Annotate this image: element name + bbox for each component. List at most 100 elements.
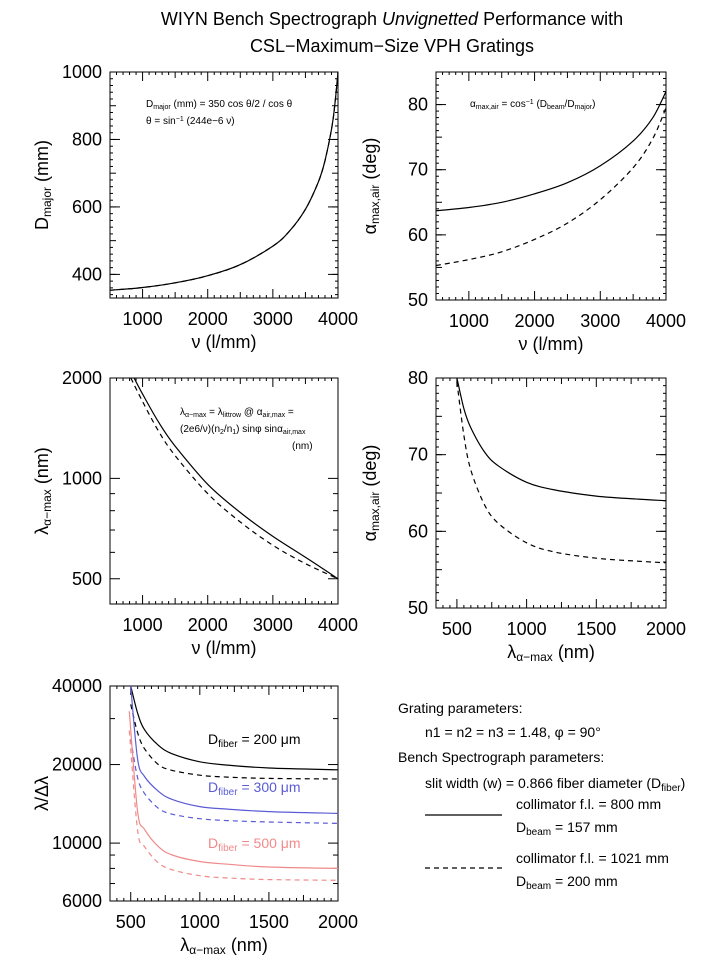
x-tick-label-p1: 4000 <box>318 309 358 329</box>
x-tick-label-p4: 500 <box>442 619 472 639</box>
annotation-p3-1: (2e6/ν)(n2/n1) sinφ sinαair,max <box>180 424 306 436</box>
y-axis-label-p1-part-0: D <box>32 217 52 230</box>
y-axis-label-p1-part-1: major <box>40 187 54 217</box>
y-axis-label-p3: λα−max (nm) <box>32 447 54 535</box>
series-line-p3-0 <box>133 378 338 580</box>
x-axis-label-p4-part-0: λ <box>507 642 516 662</box>
plot-frame-p5 <box>109 685 339 902</box>
series-line-p5-5 <box>128 730 338 881</box>
legend-entry1-part-part-1: beam <box>526 827 551 838</box>
annotation-p3-1-part-0: (2e6/ν)(n <box>180 424 220 435</box>
x-tick-label-p2: 4000 <box>646 311 686 331</box>
x-tick-label-p5: 1000 <box>180 912 220 932</box>
legend-entry2-part-part-2: = 200 mm <box>551 873 618 889</box>
curve-label-p5-0: Dfiber = 200 μm <box>208 731 301 750</box>
curve-label-p5-1-part-2: = 300 μm <box>238 779 301 795</box>
series-line-p2-0 <box>436 91 666 212</box>
legend-entry1-line1: collimator f.l. = 800 mm <box>516 796 661 812</box>
annotation-p1-0-part-0: D <box>146 99 153 110</box>
y-axis-label-p4-part-0: α <box>360 531 380 541</box>
annotation-p3-0-part-1: α−max <box>185 412 207 419</box>
x-tick-label-p2: 2000 <box>515 311 555 331</box>
x-tick-label-p3: 1000 <box>123 615 163 635</box>
y-tick-label-p4: 70 <box>408 445 428 465</box>
y-tick-label-p3: 500 <box>72 569 102 589</box>
annotation-p2-0-part-4: (D <box>534 99 547 110</box>
curve-label-p5-1-part-0: D <box>208 779 218 795</box>
y-tick-label-p2: 50 <box>408 290 428 310</box>
legend-slit-width: slit width (w) = 0.866 fiber diameter (D… <box>425 775 685 794</box>
x-axis-label-p5: λα−max (nm) <box>180 935 268 957</box>
curve-label-p5-2-part-1: fiber <box>218 843 238 854</box>
x-axis-label-p3-part-0: ν (l/mm) <box>192 638 257 658</box>
x-axis-label-p4-part-1: α−max <box>516 650 553 664</box>
series-line-p5-1 <box>130 704 338 780</box>
y-tick-label-p1: 800 <box>72 129 102 149</box>
annotation-p1-1-part-0: θ = sin <box>146 116 176 127</box>
series-group-p2 <box>436 91 666 267</box>
series-line-p4-0 <box>456 378 666 502</box>
x-axis-label-p1: ν (l/mm) <box>192 332 257 352</box>
chart-p1: 1000 2000 3000 4000 400 600 800 1000 ν (l/mm) Dma… <box>32 62 358 352</box>
annotation-p3-1-part-5: air,max <box>283 429 306 436</box>
x-tick-label-p4: 2000 <box>646 619 686 639</box>
series-line-p3-1 <box>130 378 338 580</box>
y-tick-label-p3: 1000 <box>62 468 102 488</box>
y-axis-label-p2-part-2: (deg) <box>360 138 380 185</box>
chart-p5: 500 1000 1500 2000 6000 10000 20000 40000 λα−max… <box>32 676 358 957</box>
y-tick-label-p5: 6000 <box>62 891 102 911</box>
x-axis-label-p1-part-0: ν (l/mm) <box>192 332 257 352</box>
y-tick-label-p3: 2000 <box>62 368 102 388</box>
x-tick-label-p5: 2000 <box>318 912 358 932</box>
x-tick-label-p2: 3000 <box>580 311 620 331</box>
y-axis-label-p5-part-0: λ/Δλ <box>32 776 52 811</box>
x-tick-label-p1: 3000 <box>253 309 293 329</box>
figure-title-line1: WIYN Bench Spectrograph Unvignetted Perf… <box>161 9 623 29</box>
x-axis-label-p2-part-0: ν (l/mm) <box>519 334 584 354</box>
y-tick-label-p4: 80 <box>408 368 428 388</box>
series-group-p1 <box>110 72 338 291</box>
annotation-p3-0-part-4: @ α <box>241 407 263 418</box>
legend-entry1-part-part-2: = 157 mm <box>551 819 618 835</box>
y-tick-label-p5: 40000 <box>52 676 102 696</box>
annotation-p1-0-part-2: (mm) = 350 cos θ/2 / cos θ <box>171 99 293 110</box>
x-tick-label-p4: 1000 <box>507 619 547 639</box>
curve-label-p5-0-part-1: fiber <box>218 739 238 750</box>
annotation-p2-0-part-7: major <box>575 104 593 111</box>
x-tick-label-p4: 1500 <box>576 619 616 639</box>
y-axis-label-p2-part-0: α <box>360 224 380 234</box>
annotation-p1-0-part-1: major <box>153 104 171 111</box>
series-line-p2-1 <box>436 107 666 267</box>
annotation-p3-1-part-1: 2 <box>220 429 224 436</box>
legend-entry2-part-part-0: D <box>516 873 526 889</box>
annotation-p2-0-part-1: max,air <box>476 104 500 111</box>
y-axis-label-p1: Dmajor (mm) <box>32 140 54 230</box>
curve-label-p5-1-part-1: fiber <box>218 787 238 798</box>
curve-label-p5-2: Dfiber = 500 μm <box>208 835 301 854</box>
curve-label-p5-0-part-0: D <box>208 731 218 747</box>
annotation-p2-0-part-0: α <box>470 99 476 110</box>
plot-frame-p2 <box>435 71 667 301</box>
x-axis-label-p5-part-2: (nm) <box>226 935 268 955</box>
annotation-p3-0-part-5: air,max <box>263 412 286 419</box>
curve-label-p5-1: Dfiber = 300 μm <box>208 779 301 798</box>
series-line-p4-1 <box>456 381 666 564</box>
series-line-p5-3 <box>130 739 338 824</box>
series-group-p3 <box>130 378 338 580</box>
x-axis-label-p4: λα−max (nm) <box>507 642 595 664</box>
series-group-p4 <box>456 378 666 564</box>
annotation-p2-0-part-5: beam <box>547 104 565 111</box>
legend-entry2-line1: collimator f.l. = 1021 mm <box>516 850 669 866</box>
series-line-p5-2 <box>130 686 338 814</box>
annotation-p3-0-part-0: λ <box>180 407 185 418</box>
series-line-p5-4 <box>128 711 338 869</box>
y-tick-label-p4: 60 <box>408 521 428 541</box>
y-axis-label-p4-part-1: max,air <box>368 492 382 531</box>
legend-slit-part-part-2: ) <box>681 775 686 791</box>
curve-label-p5-2-part-2: = 500 μm <box>238 835 301 851</box>
legend-slit-part-part-0: slit width (w) = 0.866 fiber diameter (D <box>425 775 661 791</box>
annotation-p3-0-part-3: littrow <box>223 412 242 419</box>
